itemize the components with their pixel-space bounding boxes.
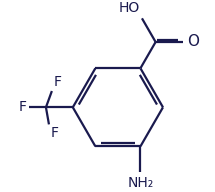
Text: F: F	[51, 126, 59, 140]
Text: NH₂: NH₂	[127, 176, 154, 190]
Text: F: F	[19, 100, 27, 114]
Text: HO: HO	[119, 1, 140, 15]
Text: F: F	[54, 75, 62, 89]
Text: O: O	[187, 35, 199, 50]
